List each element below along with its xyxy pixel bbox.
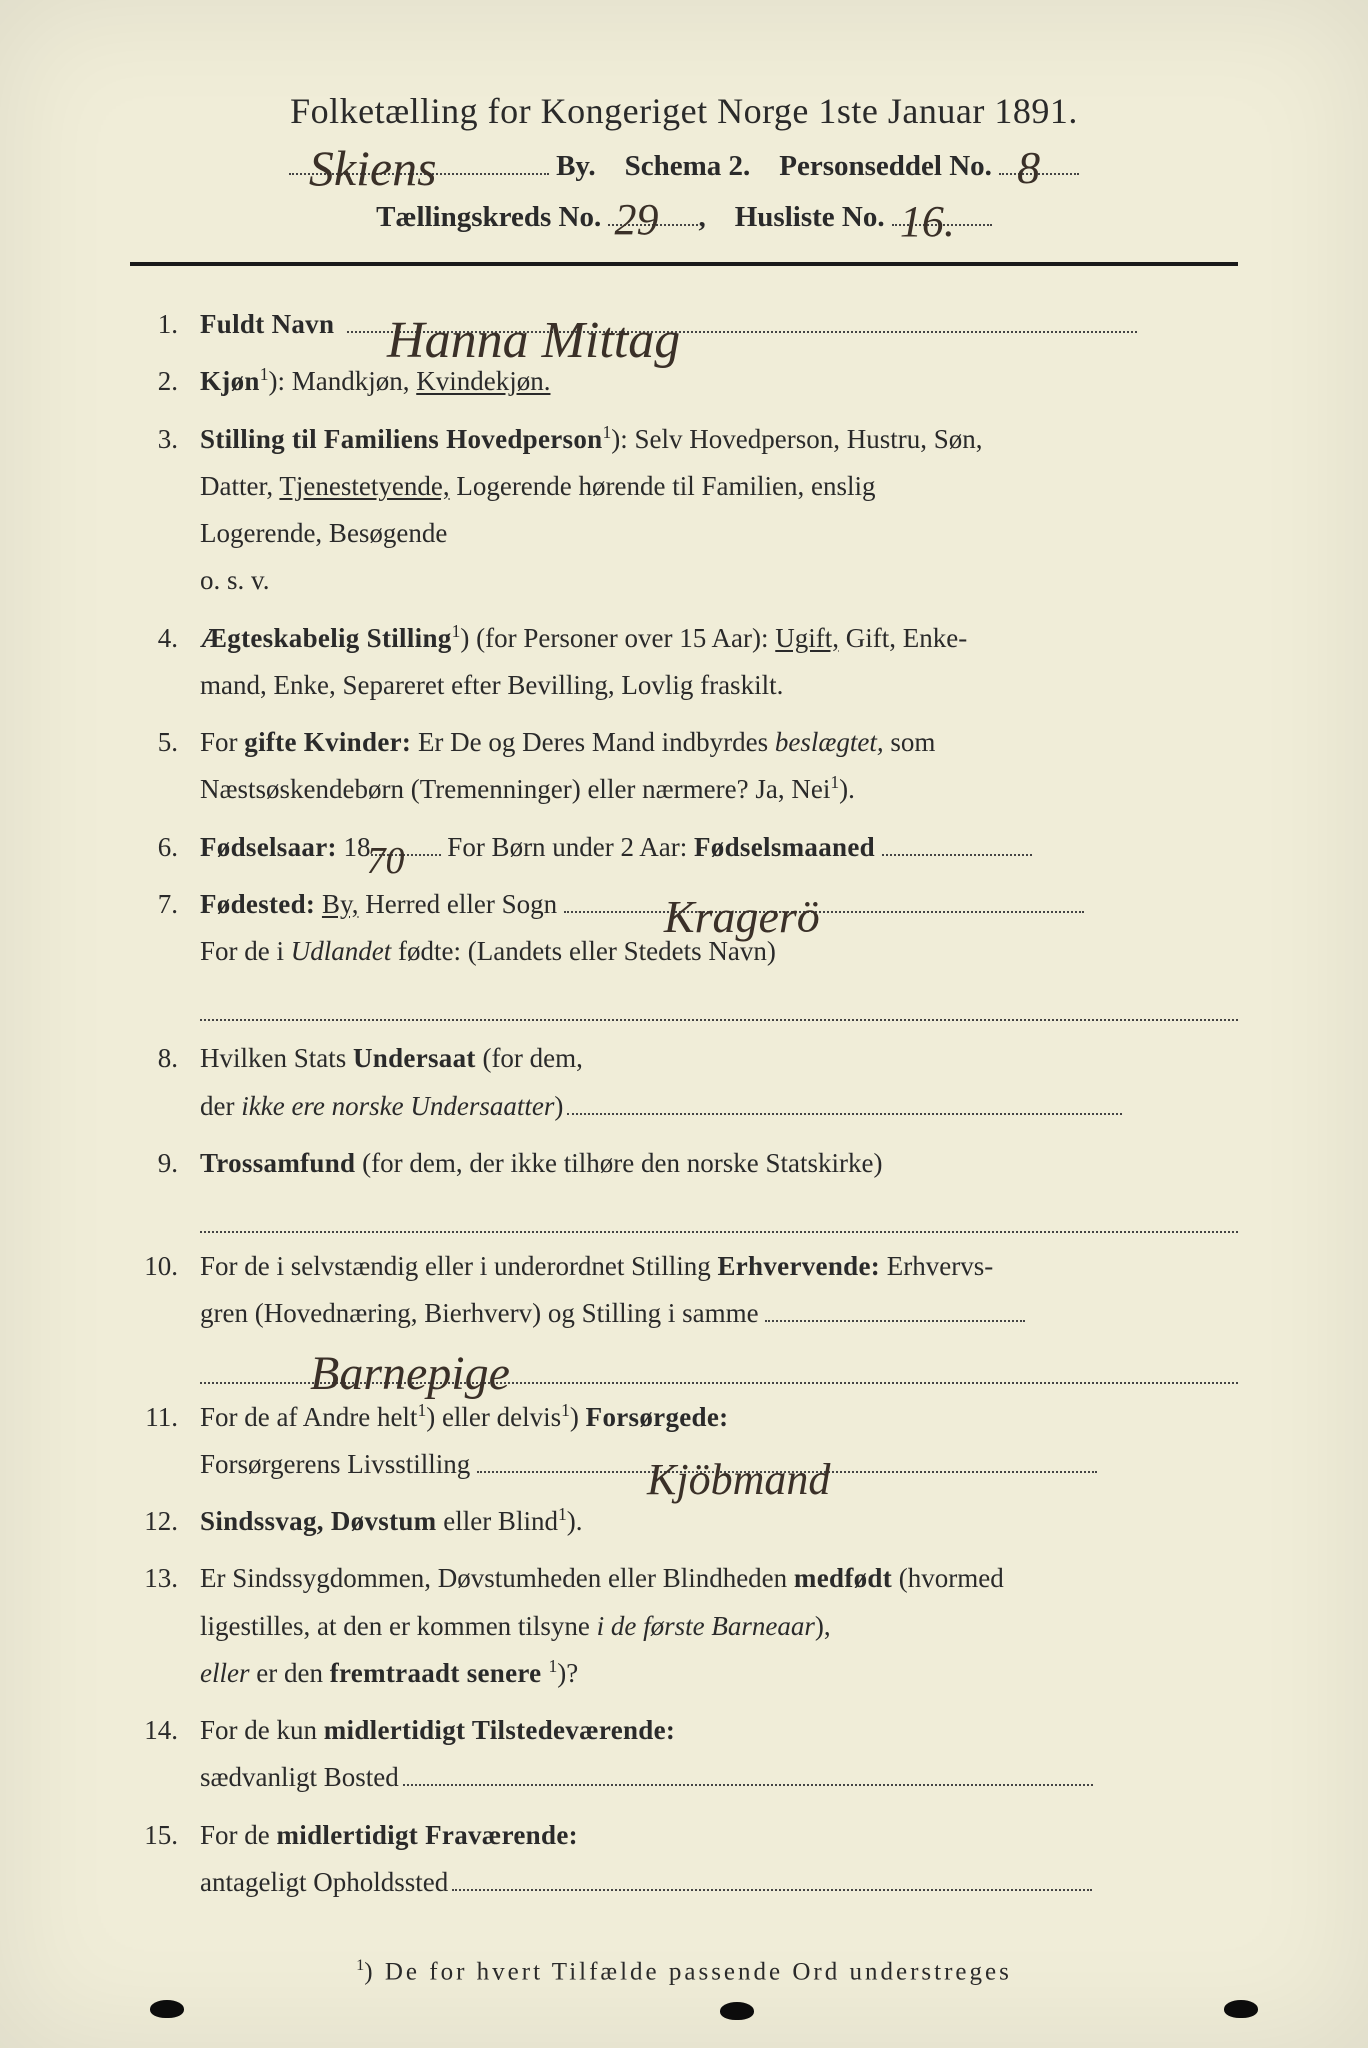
label-name: Fuldt Navn	[200, 309, 334, 339]
husliste-label: Husliste No.	[735, 201, 885, 233]
item-8: 8. Hvilken Stats Undersaat (for dem, der…	[140, 1035, 1238, 1130]
item-15: 15. For de midlertidigt Fraværende: anta…	[140, 1812, 1238, 1907]
marital-underlined: Ugift,	[775, 623, 839, 653]
item-5: 5. For gifte Kvinder: Er De og Deres Man…	[140, 719, 1238, 814]
sex-underlined: Kvindekjøn.	[416, 366, 550, 396]
paper-tear-icon	[1224, 2000, 1258, 2018]
schema-label: Schema 2.	[625, 150, 751, 182]
item-number: 6.	[140, 824, 200, 871]
footnote: 1) De for hvert Tilfælde passende Ord un…	[130, 1956, 1238, 1986]
label-birthplace: Fødested:	[200, 889, 315, 919]
item-number: 3.	[140, 416, 200, 605]
item-number: 10.	[140, 1243, 200, 1384]
item-14: 14. For de kun midlertidigt Tilstedevære…	[140, 1707, 1238, 1802]
hw-city: Skiens	[309, 139, 437, 197]
item-number: 13.	[140, 1555, 200, 1697]
form-header: Folketælling for Kongeriget Norge 1ste J…	[130, 90, 1238, 234]
item-6: 6. Fødselsaar: 1870 For Børn under 2 Aar…	[140, 824, 1238, 871]
label-relation: Stilling til Familiens Hovedperson	[200, 424, 602, 454]
item-11: 11. For de af Andre helt1) eller delvis1…	[140, 1394, 1238, 1489]
item-number: 9.	[140, 1140, 200, 1233]
item-13: 13. Er Sindssygdommen, Døvstumheden elle…	[140, 1555, 1238, 1697]
subtitle-line: Skiens By. Schema 2. Personseddel No. 8	[130, 150, 1238, 183]
hw-personseddel-no: 8	[1017, 141, 1040, 194]
personseddel-label: Personseddel No.	[779, 150, 992, 182]
paper-tear-icon	[720, 2002, 754, 2020]
item-10: 10. For de i selvstændig eller i underor…	[140, 1243, 1238, 1384]
item-1: 1. Fuldt Navn Hanna Mittag	[140, 301, 1238, 348]
item-4: 4. Ægteskabelig Stilling1) (for Personer…	[140, 615, 1238, 710]
item-number: 12.	[140, 1498, 200, 1545]
label-sex: Kjøn	[200, 366, 260, 396]
item-number: 14.	[140, 1707, 200, 1802]
third-line: Tællingskreds No. 29 , Husliste No. 16.	[130, 201, 1238, 234]
item-7: 7. Fødested: By, Herred eller Sogn Krage…	[140, 881, 1238, 1022]
label-marital: Ægteskabelig Stilling	[200, 623, 452, 653]
item-number: 1.	[140, 301, 200, 348]
hw-tkreds-no: 29	[614, 194, 658, 245]
separator-rule	[130, 262, 1238, 266]
item-9: 9. Trossamfund (for dem, der ikke tilhør…	[140, 1140, 1238, 1233]
hw-birthplace: Kragerö	[664, 877, 820, 958]
hw-husliste-no: 16.	[900, 196, 955, 247]
by-label: By.	[556, 150, 596, 182]
relation-underlined: Tjenestetyende,	[279, 471, 449, 501]
item-number: 4.	[140, 615, 200, 710]
item-number: 11.	[140, 1394, 200, 1489]
label-birthyear: Fødselsaar:	[200, 832, 337, 862]
item-number: 7.	[140, 881, 200, 1022]
tkreds-label: Tællingskreds No.	[376, 201, 601, 233]
item-number: 15.	[140, 1812, 200, 1907]
item-3: 3. Stilling til Familiens Hovedperson1):…	[140, 416, 1238, 605]
item-number: 8.	[140, 1035, 200, 1130]
item-2: 2. Kjøn1): Mandkjøn, Kvindekjøn.	[140, 358, 1238, 405]
census-form-page: Folketælling for Kongeriget Norge 1ste J…	[0, 0, 1368, 2048]
item-number: 2.	[140, 358, 200, 405]
item-12: 12. Sindssvag, Døvstum eller Blind1).	[140, 1498, 1238, 1545]
item-number: 5.	[140, 719, 200, 814]
items-list: 1. Fuldt Navn Hanna Mittag 2. Kjøn1): Ma…	[130, 301, 1238, 1906]
paper-tear-icon	[150, 2000, 184, 2018]
title: Folketælling for Kongeriget Norge 1ste J…	[130, 90, 1238, 132]
